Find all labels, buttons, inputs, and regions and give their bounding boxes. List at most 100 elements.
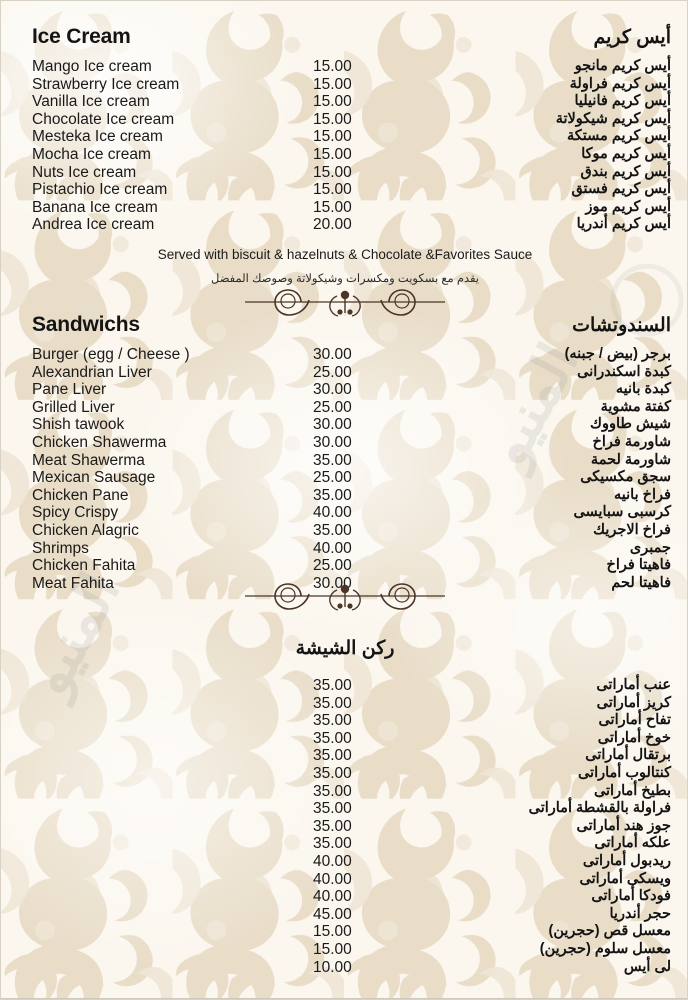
ice-cream-title-en: Ice Cream xyxy=(32,25,131,48)
section-shisha: 35.00 عنب أماراتى 35.00 كريز أماراتى 35.… xyxy=(1,677,687,977)
item-name-ar: برتقال أماراتى xyxy=(585,747,671,764)
menu-row: 35.00 تفاح أماراتى xyxy=(1,712,687,730)
item-price: 35.00 xyxy=(313,800,352,818)
item-price: 40.00 xyxy=(313,852,352,870)
item-price: 25.00 xyxy=(313,557,352,575)
item-name-ar: أيس كريم مستكة xyxy=(566,128,671,145)
ice-cream-item-list: Mango Ice cream 15.00 أيس كريم مانجو Str… xyxy=(1,58,687,234)
item-price: 25.00 xyxy=(313,469,352,487)
item-name-ar: كريز أماراتى xyxy=(596,694,671,711)
menu-row: 35.00 بطيخ أماراتى xyxy=(1,782,687,801)
menu-row: Strawberry Ice cream 15.00 أيس كريم فراو… xyxy=(1,75,687,94)
item-name-ar: أيس كريم موكا xyxy=(581,145,671,162)
item-price: 40.00 xyxy=(313,870,352,888)
menu-row: Pane Liver 30.00 كبدة بانيه xyxy=(1,381,687,399)
shisha-item-list: 35.00 عنب أماراتى 35.00 كريز أماراتى 35.… xyxy=(1,677,687,977)
ice-cream-header: Ice Cream أيس كريم xyxy=(1,25,687,55)
menu-row: Banana Ice cream 15.00 أيس كريم موز xyxy=(1,198,687,217)
item-price: 20.00 xyxy=(313,216,352,234)
menu-row: 40.00 فودكا أماراتى xyxy=(1,888,687,906)
menu-row: 35.00 جوز هند أماراتى xyxy=(1,817,687,836)
ice-cream-note-ar: يقدم مع بسكويت ومكسرات وشيكولاتة وصوصك ا… xyxy=(211,273,479,285)
menu-row: Pistachio Ice cream 15.00 أيس كريم فستق xyxy=(1,181,687,199)
ice-cream-title-ar: أيس كريم xyxy=(593,27,671,48)
menu-row: 10.00 لى أيس xyxy=(1,958,687,977)
item-name-en: Chicken Alagric xyxy=(32,521,139,539)
item-price: 45.00 xyxy=(313,905,352,923)
item-name-ar: فراولة بالقشطة أماراتى xyxy=(528,800,671,817)
item-name-ar: شاورمة لحمة xyxy=(590,451,671,468)
menu-row: Mesteka Ice cream 15.00 أيس كريم مستكة xyxy=(1,128,687,146)
item-price: 30.00 xyxy=(313,381,352,399)
item-name-ar: كبدة اسكندرانى xyxy=(577,363,671,380)
sandwiches-item-list: Burger (egg / Cheese ) 30.00 برجر (بيض /… xyxy=(1,346,687,592)
item-name-ar: أيس كريم فانيليا xyxy=(574,93,671,110)
item-price: 35.00 xyxy=(313,451,352,469)
section-ice-cream: Ice Cream أيس كريم Mango Ice cream 15.00… xyxy=(1,25,687,234)
sandwiches-title-en: Sandwichs xyxy=(32,313,140,336)
item-price: 15.00 xyxy=(313,58,352,75)
menu-row: 15.00 معسل سلوم (حجرين) xyxy=(1,940,687,959)
ornamental-divider xyxy=(245,583,445,611)
item-name-ar: أيس كريم فستق xyxy=(571,181,671,198)
menu-row: 40.00 ويسكى أماراتى xyxy=(1,870,687,889)
menu-row: 35.00 برتقال أماراتى xyxy=(1,747,687,765)
menu-row: Mango Ice cream 15.00 أيس كريم مانجو xyxy=(1,58,687,76)
menu-row: 40.00 ريدبول أماراتى xyxy=(1,852,687,871)
item-name-ar: أيس كريم شيكولاتة xyxy=(555,110,671,127)
menu-row: 35.00 خوخ أماراتى xyxy=(1,729,687,748)
menu-row: 35.00 فراولة بالقشطة أماراتى xyxy=(1,800,687,818)
item-name-ar: معسل سلوم (حجرين) xyxy=(539,940,671,957)
item-price: 40.00 xyxy=(313,888,352,906)
menu-row: Chicken Alagric 35.00 فراخ الاجريك xyxy=(1,521,687,540)
item-name-en: Chicken Shawerma xyxy=(32,433,167,451)
item-name-ar: بطيخ أماراتى xyxy=(593,782,671,799)
item-name-en: Strawberry Ice cream xyxy=(32,75,180,93)
item-name-ar: تفاح أماراتى xyxy=(598,712,671,729)
item-price: 15.00 xyxy=(313,75,352,93)
item-name-en: Grilled Liver xyxy=(32,398,115,416)
item-price: 40.00 xyxy=(313,539,352,557)
item-price: 10.00 xyxy=(313,958,352,976)
item-price: 15.00 xyxy=(313,110,352,128)
item-name-ar: فراخ بانيه xyxy=(614,486,671,503)
item-name-ar: كنتالوب أماراتى xyxy=(577,764,671,781)
item-name-en: Mango Ice cream xyxy=(32,58,152,75)
item-name-en: Meat Shawerma xyxy=(32,451,145,469)
menu-row: Shish tawook 30.00 شيش طاووك xyxy=(1,416,687,434)
item-name-en: Banana Ice cream xyxy=(32,198,158,216)
item-price: 35.00 xyxy=(313,712,352,730)
item-name-en: Vanilla Ice cream xyxy=(32,93,150,111)
item-name-en: Shrimps xyxy=(32,539,89,557)
item-name-en: Chicken Pane xyxy=(32,486,129,504)
item-name-ar: كبدة بانيه xyxy=(615,381,671,398)
item-price: 35.00 xyxy=(313,729,352,747)
item-name-ar: أيس كريم أندريا xyxy=(576,216,671,233)
ice-cream-note-en: Served with biscuit & hazelnuts & Chocol… xyxy=(157,247,533,262)
menu-row: Andrea Ice cream 20.00 أيس كريم أندريا xyxy=(1,216,687,234)
item-name-ar: جوز هند أماراتى xyxy=(576,817,671,834)
item-name-en: Pistachio Ice cream xyxy=(32,181,168,199)
menu-row: Chicken Pane 35.00 فراخ بانيه xyxy=(1,486,687,505)
item-name-en: Chicken Fahita xyxy=(32,557,136,575)
item-name-en: Pane Liver xyxy=(32,381,107,399)
item-name-ar: ريدبول أماراتى xyxy=(582,852,671,869)
menu-row: Grilled Liver 25.00 كفتة مشوية xyxy=(1,398,687,417)
item-name-ar: ويسكى أماراتى xyxy=(579,870,671,887)
item-name-ar: فراخ الاجريك xyxy=(593,521,671,538)
item-name-ar: عنب أماراتى xyxy=(596,677,671,693)
item-name-ar: معسل قص (حجرين) xyxy=(548,923,672,940)
item-name-ar: كرسبى سبايسى xyxy=(573,504,671,521)
item-name-en: Andrea Ice cream xyxy=(32,216,155,234)
menu-row: Burger (egg / Cheese ) 30.00 برجر (بيض /… xyxy=(1,346,687,364)
item-name-ar: أيس كريم موز xyxy=(585,198,671,215)
sandwiches-title-ar: السندوتشات xyxy=(572,315,671,336)
sandwiches-header: Sandwichs السندوتشات xyxy=(1,313,687,343)
bottom-rule xyxy=(1,998,687,999)
menu-row: 15.00 معسل قص (حجرين) xyxy=(1,923,687,941)
item-price: 15.00 xyxy=(313,163,352,181)
menu-row: Vanilla Ice cream 15.00 أيس كريم فانيليا xyxy=(1,93,687,111)
item-price: 15.00 xyxy=(313,93,352,111)
menu-row: 45.00 حجر أندريا xyxy=(1,905,687,924)
